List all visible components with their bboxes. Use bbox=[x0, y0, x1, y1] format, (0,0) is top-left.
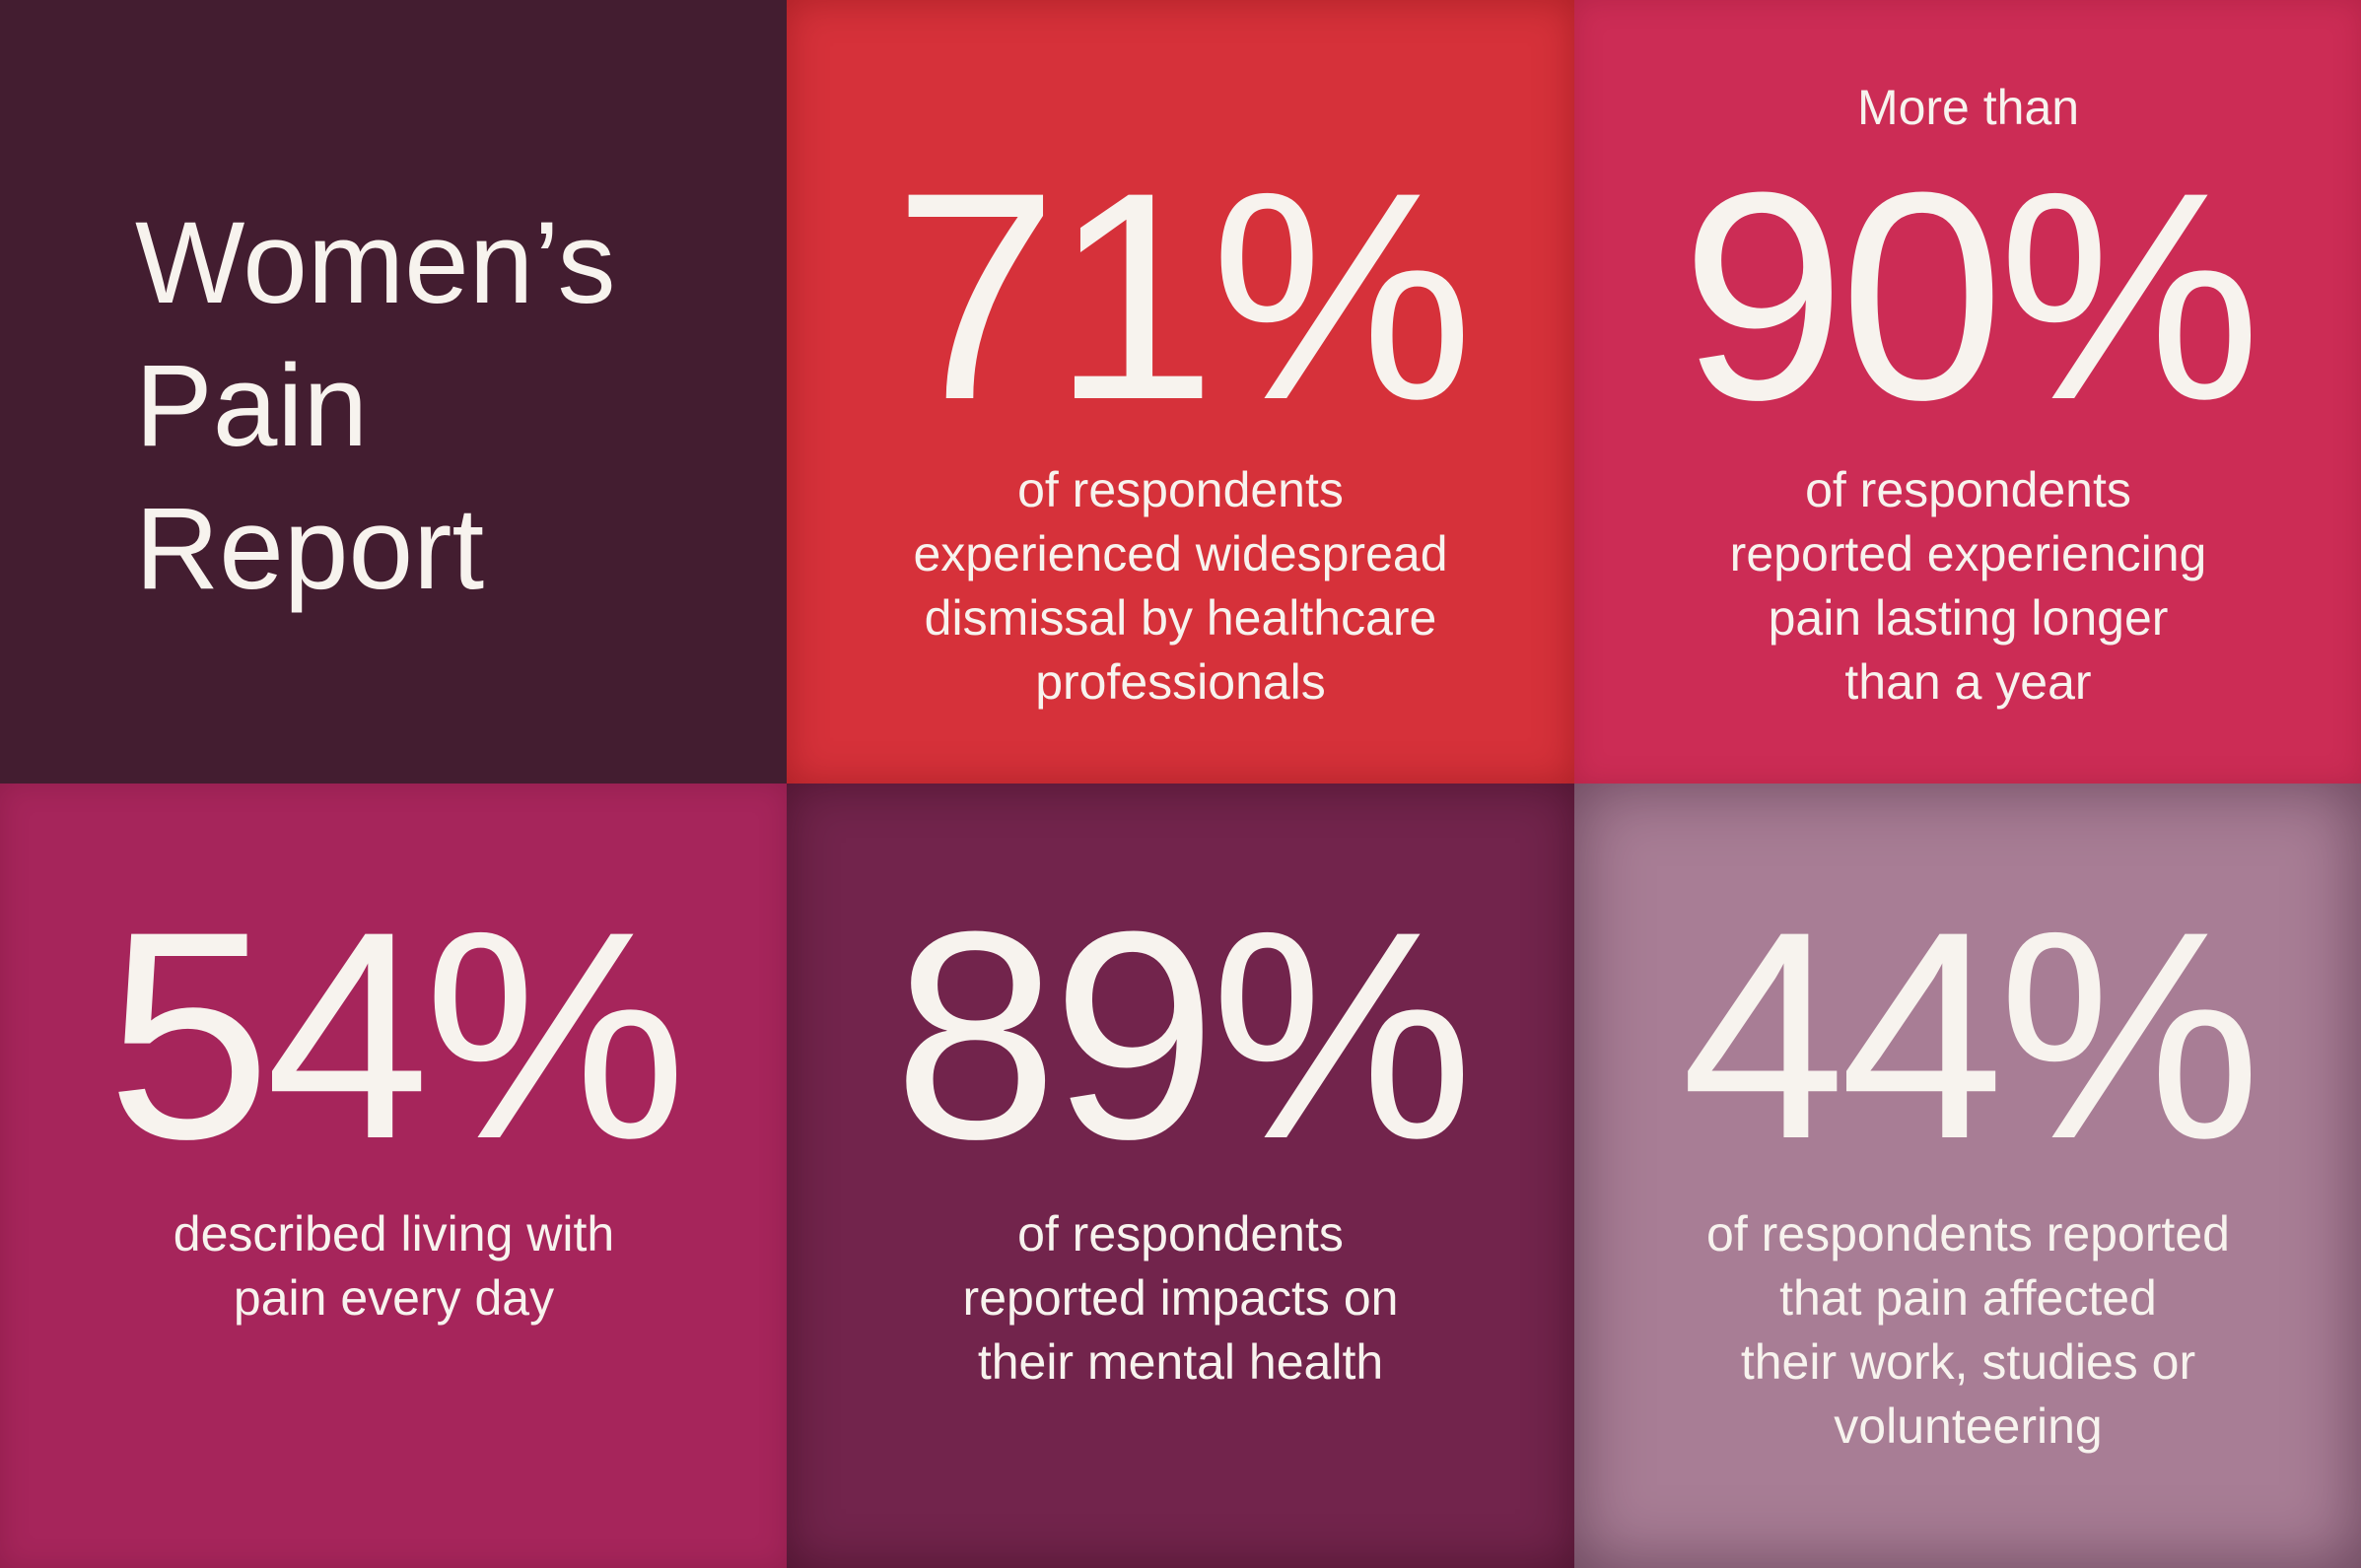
stat-description: of respondents reported experiencing pain … bbox=[1574, 458, 2361, 715]
title-line: Report bbox=[135, 484, 485, 614]
description-line: their work, studies or bbox=[1740, 1334, 2196, 1390]
stat-tile: 71% of respondents experienced widespread d… bbox=[787, 0, 1574, 784]
description-line: of respondents reported bbox=[1706, 1206, 2230, 1261]
stat-description: of respondents reported impacts on their m… bbox=[787, 1202, 1574, 1395]
description-line: of respondents bbox=[1805, 462, 2131, 517]
description-line: reported experiencing bbox=[1729, 526, 2207, 581]
description-line: pain every day bbox=[233, 1270, 555, 1326]
description-line: of respondents bbox=[1017, 1206, 1344, 1261]
title: Women’s Pain Report bbox=[135, 192, 616, 621]
title-tile: Women’s Pain Report bbox=[0, 0, 788, 784]
description-line: professionals bbox=[1035, 654, 1326, 710]
stat-value: 89% bbox=[893, 869, 1473, 1200]
title-line: Pain bbox=[135, 341, 369, 471]
title-line: Women’s bbox=[135, 198, 616, 328]
stat-value: 71% bbox=[893, 130, 1473, 461]
stat-description: described living with pain every day bbox=[0, 1202, 788, 1330]
description-line: than a year bbox=[1844, 654, 2092, 710]
stat-tile: 44% of respondents reported that pain affe… bbox=[1574, 784, 2361, 1568]
description-line: that pain affected bbox=[1779, 1270, 2157, 1326]
description-line: dismissal by healthcare bbox=[924, 590, 1437, 646]
description-line: reported impacts on bbox=[962, 1270, 1399, 1326]
stat-value: 90% bbox=[1681, 130, 2260, 461]
stat-tile: 54% described living with pain every day bbox=[0, 784, 788, 1568]
stat-prefix: More than bbox=[1856, 80, 2080, 135]
description-line: described living with bbox=[173, 1206, 615, 1261]
description-line: volunteering bbox=[1834, 1398, 2103, 1454]
stat-value: 54% bbox=[106, 869, 686, 1200]
description-line: experienced widespread bbox=[913, 526, 1448, 581]
stat-tile: More than 90% of respondents reported exper… bbox=[1574, 0, 2361, 784]
description-line: their mental health bbox=[977, 1334, 1384, 1390]
description-line: of respondents bbox=[1017, 462, 1344, 517]
stat-value: 44% bbox=[1681, 869, 2260, 1200]
description-line: pain lasting longer bbox=[1768, 590, 2169, 646]
stat-description: of respondents experienced widespread dism… bbox=[787, 458, 1574, 715]
stat-description: of respondents reported that pain affecte… bbox=[1574, 1202, 2361, 1459]
stat-tile: 89% of respondents reported impacts on thei… bbox=[787, 784, 1574, 1568]
